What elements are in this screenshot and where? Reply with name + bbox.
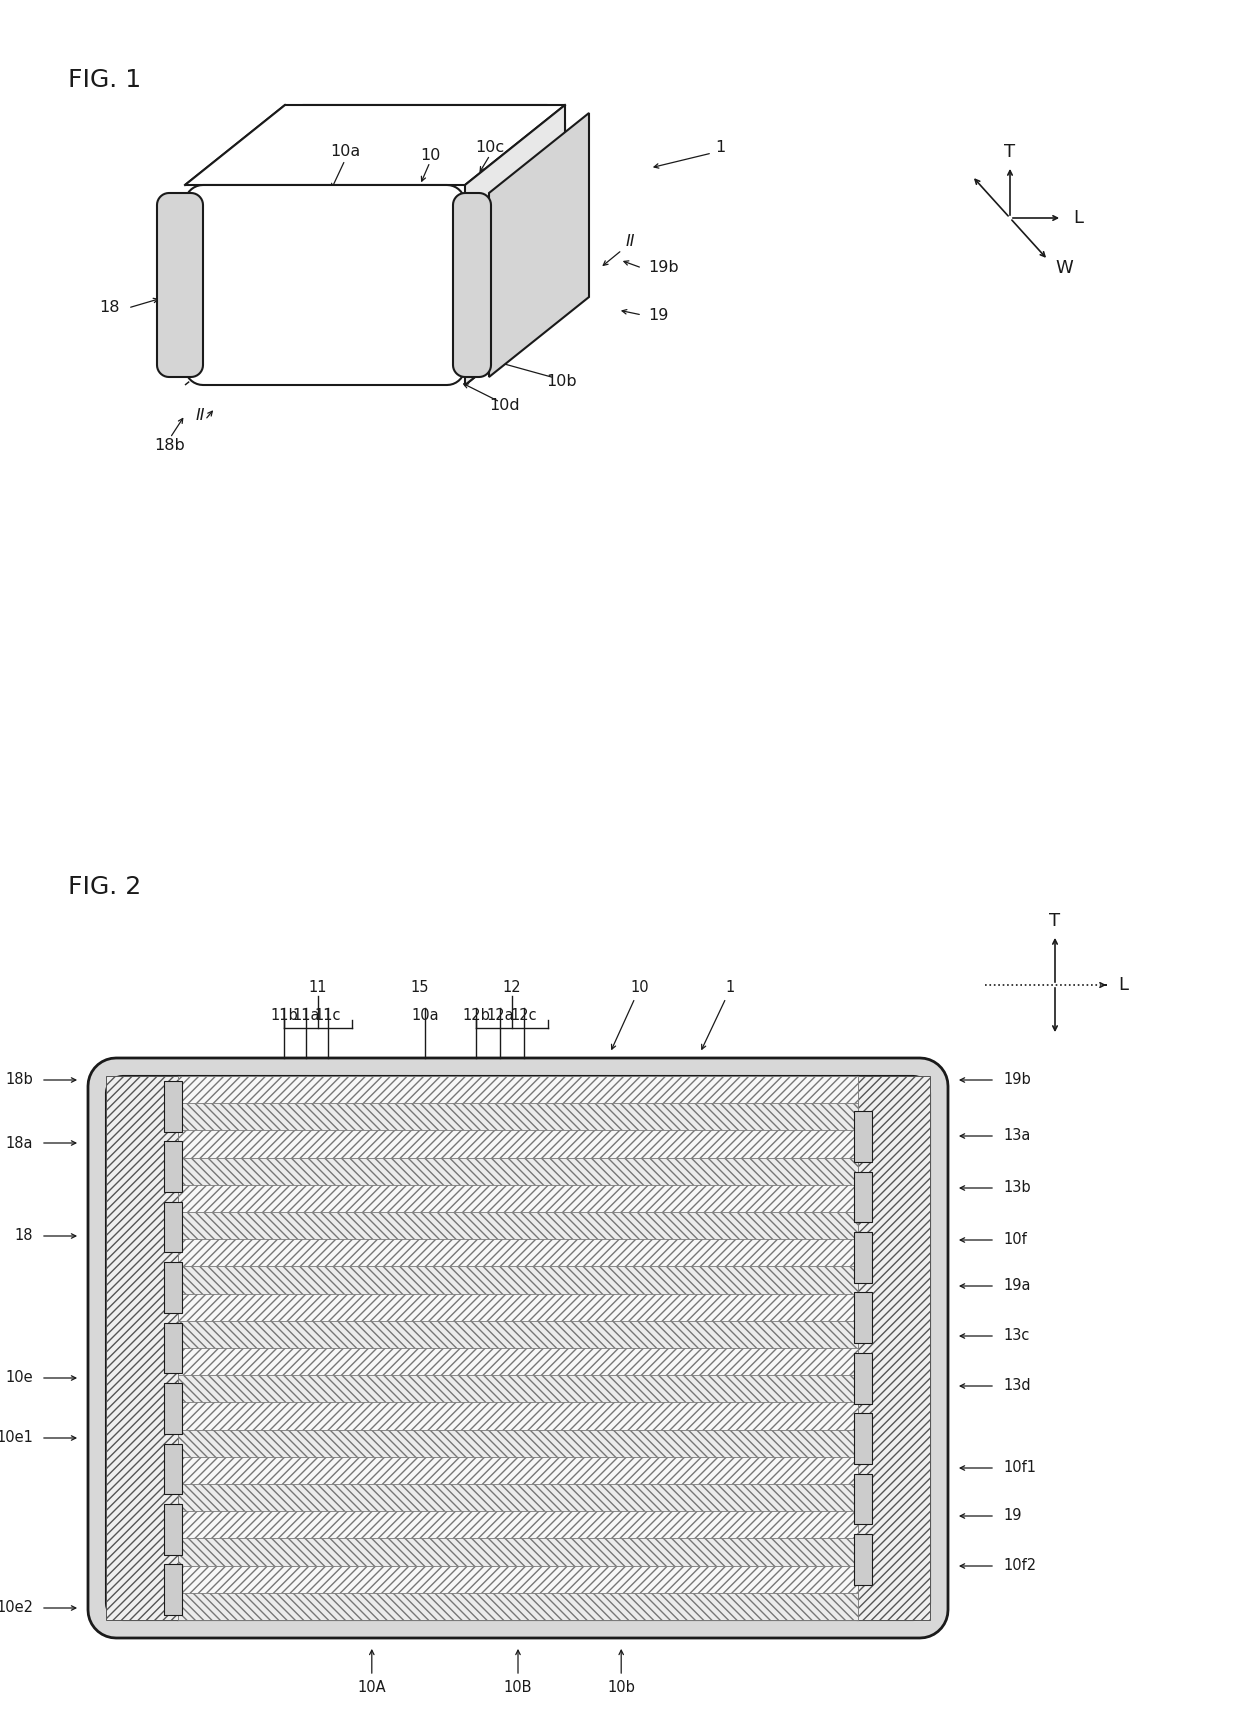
Polygon shape: [179, 1484, 858, 1512]
Text: 19b: 19b: [1003, 1073, 1030, 1087]
Polygon shape: [854, 1353, 872, 1403]
Text: 10f: 10f: [1003, 1232, 1027, 1248]
Polygon shape: [854, 1534, 872, 1585]
Text: 10e1: 10e1: [0, 1431, 33, 1446]
Polygon shape: [179, 1077, 858, 1102]
Polygon shape: [88, 1058, 949, 1638]
Polygon shape: [179, 1566, 858, 1593]
Text: II: II: [625, 235, 635, 249]
Polygon shape: [179, 1185, 858, 1211]
Polygon shape: [179, 1512, 858, 1538]
Text: 10f2: 10f2: [1003, 1559, 1037, 1574]
Polygon shape: [185, 185, 465, 385]
Text: 15: 15: [410, 980, 429, 995]
Text: FIG. 1: FIG. 1: [68, 67, 141, 92]
Text: 18: 18: [99, 301, 120, 316]
Text: 10d: 10d: [490, 397, 521, 413]
Text: 19a: 19a: [1003, 1279, 1030, 1294]
Polygon shape: [179, 1158, 858, 1185]
Polygon shape: [179, 1538, 858, 1566]
Polygon shape: [157, 194, 203, 377]
Polygon shape: [179, 1239, 858, 1267]
Text: 13c: 13c: [1003, 1329, 1029, 1343]
Text: T: T: [1049, 912, 1060, 930]
Text: 10B: 10B: [503, 1681, 532, 1695]
Polygon shape: [105, 1077, 930, 1621]
Text: 10A: 10A: [357, 1681, 386, 1695]
Text: 10c: 10c: [475, 140, 505, 156]
Text: II: II: [195, 408, 205, 423]
Text: 10f1: 10f1: [1003, 1460, 1035, 1476]
Polygon shape: [285, 105, 565, 306]
Text: 19: 19: [1003, 1509, 1022, 1524]
Polygon shape: [164, 1322, 182, 1374]
Polygon shape: [164, 1080, 182, 1132]
Polygon shape: [164, 1140, 182, 1192]
Text: 12b: 12b: [463, 1009, 490, 1023]
Text: 18b: 18b: [5, 1073, 33, 1087]
Polygon shape: [854, 1111, 872, 1161]
Text: 12a: 12a: [486, 1009, 513, 1023]
Text: 10a: 10a: [330, 145, 360, 159]
Polygon shape: [179, 1267, 858, 1294]
Text: 13d: 13d: [1003, 1379, 1030, 1393]
Polygon shape: [179, 1130, 858, 1158]
Polygon shape: [854, 1474, 872, 1524]
Text: T: T: [1004, 143, 1016, 161]
Text: FIG. 2: FIG. 2: [68, 874, 141, 899]
Polygon shape: [179, 1211, 858, 1239]
Polygon shape: [164, 1443, 182, 1495]
Text: L: L: [1118, 976, 1128, 994]
Polygon shape: [179, 1294, 858, 1320]
Text: 11a: 11a: [293, 1009, 320, 1023]
Text: 12c: 12c: [511, 1009, 537, 1023]
Polygon shape: [179, 1320, 858, 1348]
Text: 19b: 19b: [649, 261, 678, 275]
Polygon shape: [854, 1414, 872, 1464]
Text: 11b: 11b: [270, 1009, 298, 1023]
Polygon shape: [164, 1261, 182, 1313]
Text: 1: 1: [715, 140, 725, 156]
Text: 13a: 13a: [1003, 1128, 1030, 1144]
Text: 1: 1: [725, 980, 734, 995]
Text: 13b: 13b: [1003, 1180, 1030, 1196]
Text: 10a: 10a: [412, 1009, 439, 1023]
Polygon shape: [164, 1382, 182, 1434]
Polygon shape: [164, 1503, 182, 1555]
Polygon shape: [453, 194, 491, 377]
Text: 10: 10: [420, 147, 440, 162]
Text: 10b: 10b: [547, 375, 578, 389]
Polygon shape: [179, 1403, 858, 1429]
Polygon shape: [179, 1593, 858, 1621]
Text: 10: 10: [631, 980, 650, 995]
Polygon shape: [858, 1077, 930, 1621]
Text: L: L: [1073, 209, 1083, 226]
Text: 10b: 10b: [608, 1681, 635, 1695]
Polygon shape: [854, 1172, 872, 1222]
Polygon shape: [179, 1375, 858, 1403]
Polygon shape: [105, 1077, 179, 1621]
Text: 10e2: 10e2: [0, 1600, 33, 1616]
Text: 11c: 11c: [315, 1009, 341, 1023]
Polygon shape: [854, 1232, 872, 1282]
Polygon shape: [164, 1564, 182, 1616]
Polygon shape: [179, 1102, 858, 1130]
Polygon shape: [185, 105, 565, 185]
Text: 10e: 10e: [5, 1370, 33, 1386]
Text: 12: 12: [502, 980, 521, 995]
Polygon shape: [179, 1429, 858, 1457]
Text: 19: 19: [649, 308, 668, 323]
Polygon shape: [854, 1293, 872, 1343]
Polygon shape: [164, 1201, 182, 1253]
Text: 18a: 18a: [5, 1135, 33, 1151]
Polygon shape: [179, 1348, 858, 1375]
Text: W: W: [1055, 259, 1073, 276]
Polygon shape: [465, 105, 565, 385]
Polygon shape: [489, 112, 589, 377]
Polygon shape: [179, 1457, 858, 1484]
Text: 18: 18: [15, 1229, 33, 1244]
Text: 11: 11: [309, 980, 327, 995]
Text: 18b: 18b: [155, 437, 185, 453]
